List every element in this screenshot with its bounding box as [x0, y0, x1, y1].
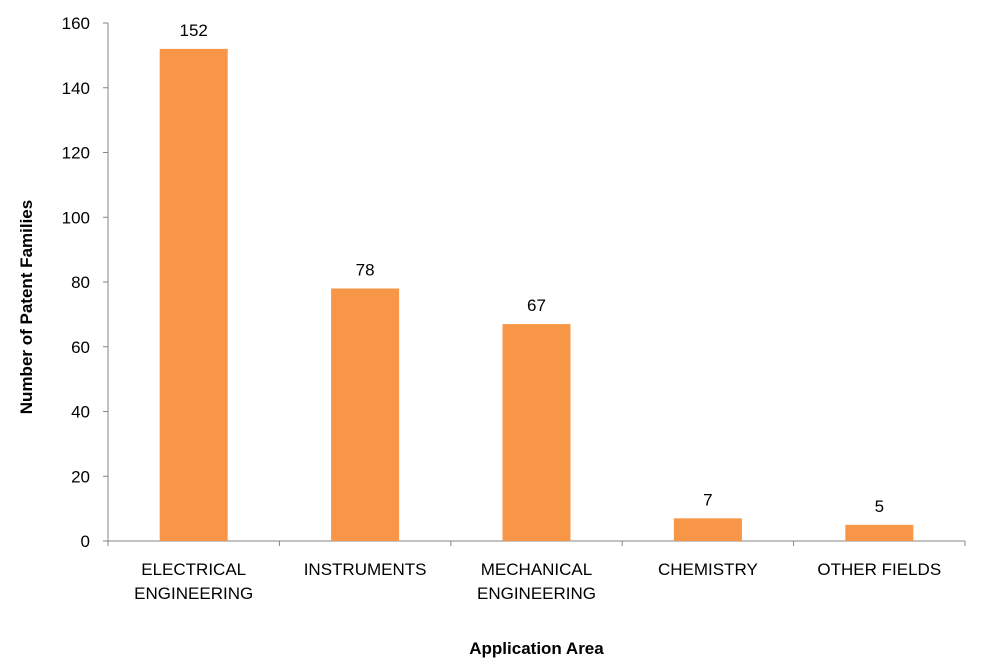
- y-tick-label: 20: [71, 467, 90, 486]
- data-label: 152: [180, 21, 208, 40]
- y-tick-label: 0: [81, 532, 90, 551]
- y-tick-label: 60: [71, 338, 90, 357]
- x-category-label: OTHER FIELDS: [817, 560, 941, 579]
- bar: [673, 518, 742, 541]
- bar: [159, 48, 228, 542]
- bars: [159, 48, 914, 542]
- x-category-label: INSTRUMENTS: [304, 560, 427, 579]
- x-category-label: ELECTRICAL ENGINEERING: [134, 560, 253, 603]
- data-label: 7: [703, 490, 712, 509]
- data-label: 78: [356, 260, 375, 279]
- bar: [502, 324, 571, 541]
- x-category-label: CHEMISTRY: [658, 560, 758, 579]
- y-tick-label: 160: [62, 14, 90, 33]
- y-axis-title: Number of Patent Families: [17, 200, 36, 414]
- y-tick-label: 120: [62, 144, 90, 163]
- data-label: 5: [875, 497, 884, 516]
- bar: [845, 524, 914, 541]
- y-tick-label: 140: [62, 79, 90, 98]
- data-label: 67: [527, 296, 546, 315]
- data-labels: 152 78 67 7 5: [180, 21, 885, 516]
- bar: [331, 288, 400, 541]
- x-axis-title: Application Area: [469, 639, 604, 658]
- y-tick-label: 40: [71, 403, 90, 422]
- y-axis-ticks: 0 20 40 60 80 100 120 140 160: [62, 14, 966, 551]
- y-tick-label: 80: [71, 273, 90, 292]
- x-axis-categories: ELECTRICAL ENGINEERING INSTRUMENTS MECHANIC…: [134, 560, 941, 603]
- y-tick-label: 100: [62, 208, 90, 227]
- x-category-label: MECHANICAL ENGINEERING: [477, 560, 596, 603]
